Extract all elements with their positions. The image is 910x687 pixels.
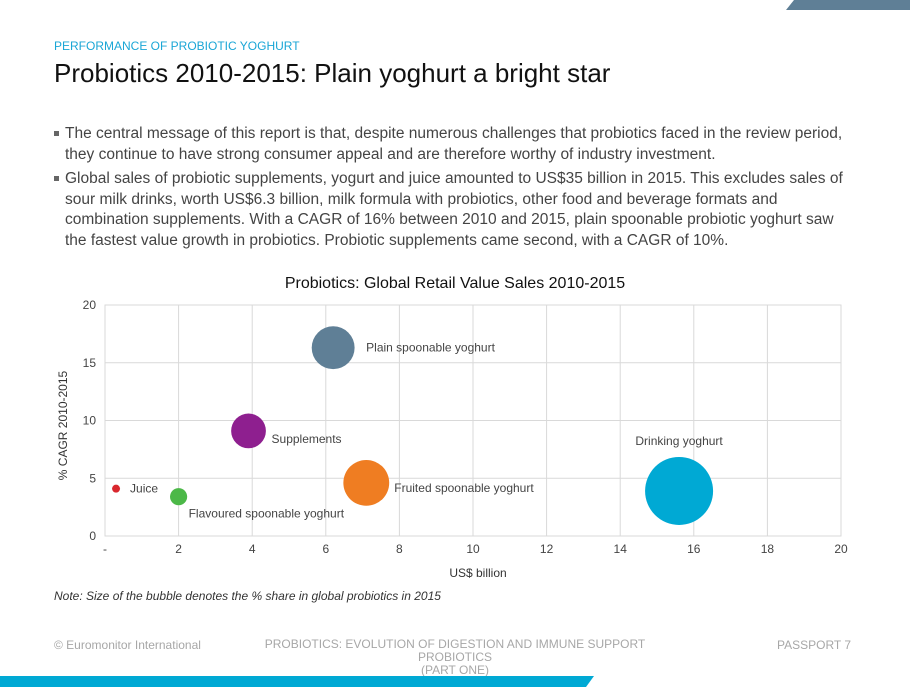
bullet-text: The central message of this report is th… <box>65 125 843 163</box>
x-tick-label: 14 <box>614 542 628 556</box>
y-tick-label: 5 <box>89 471 96 485</box>
y-tick-label: 15 <box>83 356 97 370</box>
bubble-label: Fruited spoonable yoghurt <box>394 481 534 495</box>
bubble <box>311 326 355 370</box>
bubble-chart: - 2 4 6 8 10 12 14 16 18 20 0 5 10 15 20 US$ billion % CA… <box>56 298 848 580</box>
bubble-label: Supplements <box>272 432 342 446</box>
y-tick-label: 20 <box>83 298 97 312</box>
x-axis-label: US$ billion <box>449 566 506 580</box>
bullet-list: The central message of this report is th… <box>54 124 854 255</box>
x-tick-label: 4 <box>249 542 256 556</box>
x-tick-label: - <box>103 542 107 556</box>
x-tick-label: 16 <box>687 542 701 556</box>
page-title: Probiotics 2010-2015: Plain yoghurt a br… <box>54 58 611 88</box>
footer-page-number: PASSPORT 7 <box>777 638 852 652</box>
bottom-accent-bar <box>0 676 594 687</box>
y-axis-label: % CAGR 2010-2015 <box>56 370 70 480</box>
bubble <box>645 456 714 525</box>
bullet-item: Global sales of probiotic supplements, y… <box>54 169 854 251</box>
footer-report-title: PROBIOTICS: EVOLUTION OF DIGESTION AND I… <box>230 638 680 677</box>
bubble <box>170 488 188 506</box>
x-tick-label: 12 <box>540 542 554 556</box>
x-tick-label: 10 <box>466 542 480 556</box>
bubble <box>231 413 266 449</box>
chart-note: Note: Size of the bubble denotes the % s… <box>54 589 441 603</box>
footer-report-title-line1: PROBIOTICS: EVOLUTION OF DIGESTION AND I… <box>264 637 646 664</box>
bubble <box>112 484 121 493</box>
bullet-item: The central message of this report is th… <box>54 124 854 165</box>
x-tick-label: 2 <box>175 542 182 556</box>
bubble-label: Drinking yoghurt <box>635 434 723 448</box>
bullet-marker <box>54 176 59 181</box>
section-label: PERFORMANCE OF PROBIOTIC YOGHURT <box>54 39 300 53</box>
top-accent-bar <box>786 0 910 10</box>
chart-title: Probiotics: Global Retail Value Sales 20… <box>284 275 626 292</box>
x-tick-label: 20 <box>834 542 848 556</box>
bubble-label: Juice <box>130 482 158 496</box>
x-tick-label: 18 <box>761 542 775 556</box>
bullet-text: Global sales of probiotic supplements, y… <box>65 170 843 249</box>
footer-report-title-line2: (PART ONE) <box>420 663 489 677</box>
y-tick-label: 10 <box>83 414 97 428</box>
x-tick-label: 6 <box>322 542 329 556</box>
bullet-marker <box>54 131 59 136</box>
y-tick-label: 0 <box>89 529 96 543</box>
bubble-label: Flavoured spoonable yoghurt <box>189 507 345 521</box>
bubble-label: Plain spoonable yoghurt <box>366 341 495 355</box>
footer-copyright: © Euromonitor International <box>54 638 201 652</box>
x-tick-label: 8 <box>396 542 403 556</box>
bubble <box>343 459 390 506</box>
